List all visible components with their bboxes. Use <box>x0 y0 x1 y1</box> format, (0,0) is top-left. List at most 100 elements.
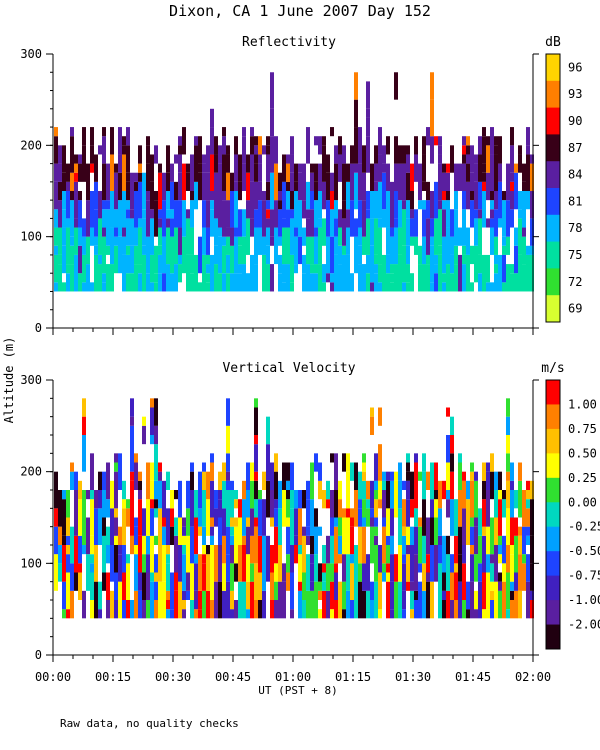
data-cell <box>102 517 106 536</box>
data-cell <box>430 99 434 137</box>
data-cell <box>442 282 446 292</box>
data-cell <box>130 535 134 555</box>
data-cell <box>430 545 434 582</box>
data-cell <box>98 218 102 255</box>
data-cell <box>98 490 102 509</box>
data-cell <box>506 609 510 619</box>
data-cell <box>474 209 478 219</box>
data-cell <box>278 572 282 582</box>
data-cell <box>238 273 242 292</box>
data-cell <box>178 154 182 173</box>
data-cell <box>474 480 478 518</box>
data-cell <box>82 490 86 518</box>
data-cell <box>190 471 194 490</box>
data-cell <box>518 462 522 481</box>
data-cell <box>282 154 286 182</box>
data-cell <box>330 282 334 292</box>
data-cell <box>522 554 526 564</box>
colorbar-label: -2.00 <box>568 618 600 632</box>
y-tick-label: 100 <box>20 556 42 570</box>
data-cell <box>242 535 246 545</box>
data-cell <box>226 425 230 454</box>
data-cell <box>122 145 126 155</box>
data-cell <box>286 499 290 518</box>
data-cell <box>186 209 190 219</box>
data-cell <box>190 490 194 527</box>
data-cell <box>262 145 266 155</box>
data-cell <box>270 236 274 246</box>
data-cell <box>230 191 234 228</box>
data-cell <box>138 590 142 619</box>
data-cell <box>74 218 78 228</box>
data-cell <box>194 609 198 619</box>
data-cell <box>102 572 106 591</box>
data-cell <box>386 480 390 509</box>
data-cell <box>330 236 334 274</box>
data-cell <box>210 535 214 545</box>
data-cell <box>182 535 186 545</box>
data-cell <box>122 545 126 573</box>
data-cell <box>190 200 194 228</box>
data-cell <box>350 563 354 600</box>
data-cell <box>510 554 514 582</box>
data-cell <box>350 200 354 237</box>
data-cell <box>222 462 226 481</box>
data-cell <box>102 490 106 518</box>
data-cell <box>274 200 278 228</box>
data-cell <box>266 480 270 518</box>
data-cell <box>518 554 522 591</box>
data-cell <box>446 191 450 201</box>
data-cell <box>358 163 362 201</box>
data-cell <box>366 136 370 173</box>
data-cell <box>342 554 346 582</box>
data-cell <box>410 273 414 292</box>
data-cell <box>234 563 238 582</box>
data-cell <box>498 581 502 591</box>
data-cell <box>278 254 282 274</box>
data-cell <box>146 499 150 518</box>
data-cell <box>242 480 246 500</box>
data-cell <box>282 563 286 582</box>
data-cell <box>366 254 370 274</box>
data-cell <box>366 590 370 619</box>
data-cell <box>422 154 426 182</box>
data-cell <box>178 145 182 155</box>
data-cell <box>206 545 210 555</box>
data-cell <box>122 236 126 255</box>
data-cell <box>470 545 474 555</box>
data-cell <box>138 218 142 228</box>
data-cell <box>410 471 414 500</box>
data-cell <box>90 499 94 536</box>
data-cell <box>274 136 278 164</box>
data-cell <box>154 425 158 445</box>
data-cell <box>298 572 302 582</box>
data-cell <box>350 163 354 191</box>
data-cell <box>394 554 398 582</box>
data-cell <box>74 254 78 292</box>
data-cell <box>190 273 194 292</box>
colorbar-label: 1.00 <box>568 397 597 411</box>
data-cell <box>410 499 414 518</box>
data-cell <box>286 163 290 182</box>
data-cell <box>210 526 214 536</box>
data-cell <box>206 554 210 591</box>
data-cell <box>490 127 494 155</box>
data-cell <box>114 462 118 472</box>
data-cell <box>142 425 146 445</box>
data-cell <box>470 145 474 173</box>
data-cell <box>154 572 158 582</box>
data-cell <box>346 254 350 292</box>
data-cell <box>206 254 210 265</box>
data-cell <box>146 273 150 292</box>
data-cell <box>138 181 142 219</box>
data-cell <box>410 191 414 210</box>
data-cell <box>290 609 294 619</box>
data-cell <box>394 163 398 191</box>
data-cell <box>62 145 66 173</box>
data-cell <box>242 209 246 237</box>
data-cell <box>82 127 86 146</box>
data-cell <box>218 163 222 191</box>
data-cell <box>526 508 530 527</box>
data-cell <box>526 254 530 292</box>
